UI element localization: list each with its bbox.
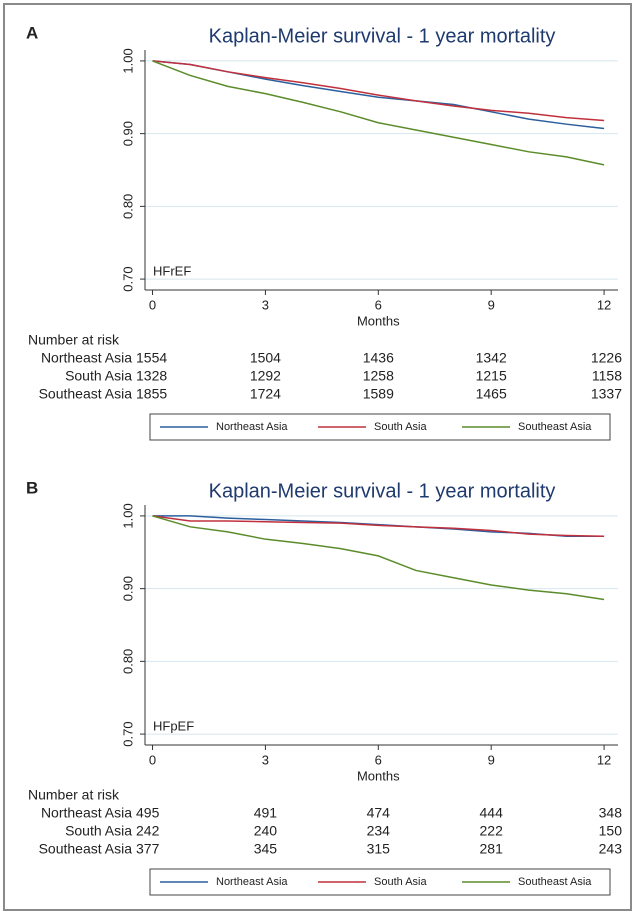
risk-count: 345	[254, 841, 278, 857]
risk-count: 474	[367, 805, 391, 821]
risk-count: 444	[480, 805, 504, 821]
risk-count: 281	[480, 841, 504, 857]
y-tick-label: 0.90	[120, 576, 135, 601]
risk-row-name: South Asia	[65, 823, 132, 839]
annotation: HFrEF	[153, 263, 191, 278]
risk-count: 150	[599, 823, 623, 839]
y-tick-label: 0.90	[120, 121, 135, 146]
survival-line	[152, 515, 605, 538]
panel-label: A	[26, 23, 38, 42]
survival-line	[152, 60, 605, 166]
risk-count: 1258	[363, 368, 394, 384]
x-tick-label: 9	[488, 752, 495, 767]
risk-count: 1342	[476, 350, 507, 366]
risk-count: 1292	[250, 368, 281, 384]
risk-count: 1589	[363, 386, 394, 402]
risk-count: 1465	[476, 386, 507, 402]
risk-count: 495	[136, 805, 160, 821]
annotation: HFpEF	[153, 718, 194, 733]
legend	[149, 868, 611, 896]
risk-count: 243	[599, 841, 623, 857]
risk-count: 491	[254, 805, 278, 821]
x-tick-label: 3	[262, 297, 269, 312]
y-tick-label: 1.00	[120, 503, 135, 528]
legend-label: South Asia	[374, 876, 427, 888]
risk-count: 377	[136, 841, 160, 857]
x-tick-label: 6	[375, 297, 382, 312]
legend-label: Southeast Asia	[518, 421, 592, 433]
legend-label: Southeast Asia	[518, 876, 592, 888]
risk-row-name: Southeast Asia	[39, 386, 133, 402]
survival-line	[152, 515, 605, 601]
y-tick-label: 0.70	[120, 721, 135, 746]
x-tick-label: 12	[597, 752, 611, 767]
y-tick-label: 1.00	[120, 48, 135, 73]
x-tick-label: 6	[375, 752, 382, 767]
risk-row-name: Northeast Asia	[41, 805, 132, 821]
risk-count: 242	[136, 823, 160, 839]
chart-title: Kaplan-Meier survival - 1 year mortality	[209, 25, 556, 47]
y-tick-label: 0.80	[120, 649, 135, 674]
x-tick-label: 12	[597, 297, 611, 312]
risk-count: 234	[367, 823, 391, 839]
x-axis-label: Months	[357, 313, 400, 328]
legend	[149, 413, 611, 441]
x-tick-label: 9	[488, 297, 495, 312]
risk-row-name: Southeast Asia	[39, 841, 133, 857]
x-tick-label: 3	[262, 752, 269, 767]
risk-table-title: Number at risk	[28, 332, 120, 348]
risk-count: 1436	[363, 350, 394, 366]
legend-label: South Asia	[374, 421, 427, 433]
frame	[3, 3, 632, 911]
risk-count: 1328	[136, 368, 167, 384]
risk-count: 1158	[592, 368, 622, 384]
y-tick-label: 0.70	[120, 266, 135, 291]
panel-label: B	[26, 478, 38, 497]
risk-row-name: Northeast Asia	[41, 350, 132, 366]
y-tick-label: 0.80	[120, 194, 135, 219]
risk-count: 1504	[250, 350, 281, 366]
risk-count: 1855	[136, 386, 167, 402]
chart-title: Kaplan-Meier survival - 1 year mortality	[209, 480, 556, 502]
risk-row-name: South Asia	[65, 368, 132, 384]
risk-count: 1337	[591, 386, 622, 402]
risk-table-title: Number at risk	[28, 787, 120, 803]
risk-count: 315	[367, 841, 391, 857]
risk-count: 1226	[591, 350, 622, 366]
x-axis-label: Months	[357, 768, 400, 783]
risk-count: 1554	[136, 350, 167, 366]
survival-line	[152, 60, 605, 122]
risk-count: 1724	[250, 386, 281, 402]
x-tick-label: 0	[149, 752, 156, 767]
risk-count: 1215	[476, 368, 507, 384]
risk-count: 348	[599, 805, 623, 821]
legend-label: Northeast Asia	[216, 421, 288, 433]
legend-label: Northeast Asia	[216, 876, 288, 888]
risk-count: 240	[254, 823, 278, 839]
x-tick-label: 0	[149, 297, 156, 312]
risk-count: 222	[480, 823, 504, 839]
